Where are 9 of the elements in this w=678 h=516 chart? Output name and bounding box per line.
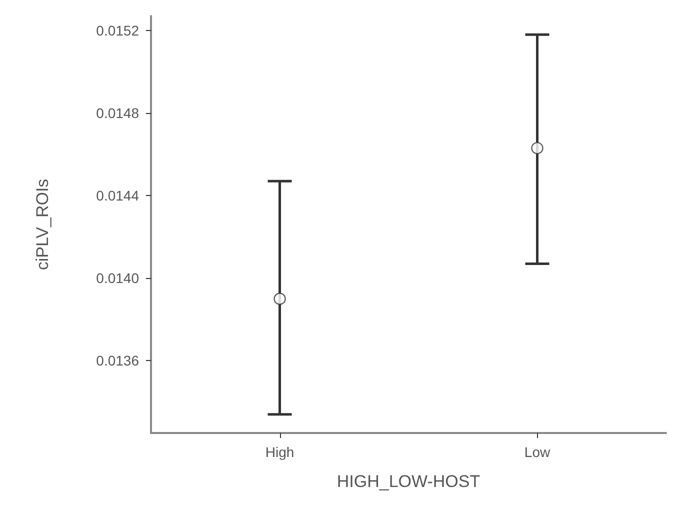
x-tick-label: High xyxy=(265,444,294,460)
y-tick-label: 0.0152 xyxy=(96,22,140,38)
x-axis-title: HIGH_LOW-HOST xyxy=(336,472,480,491)
y-tick-label: 0.0140 xyxy=(96,270,140,286)
y-tick-label: 0.0144 xyxy=(96,188,140,204)
y-tick-label: 0.0148 xyxy=(96,105,140,122)
y-axis-title: ciPLV_ROIs xyxy=(33,178,52,270)
y-tick-label: 0.0136 xyxy=(96,352,140,369)
x-tick-label: Low xyxy=(524,444,551,460)
